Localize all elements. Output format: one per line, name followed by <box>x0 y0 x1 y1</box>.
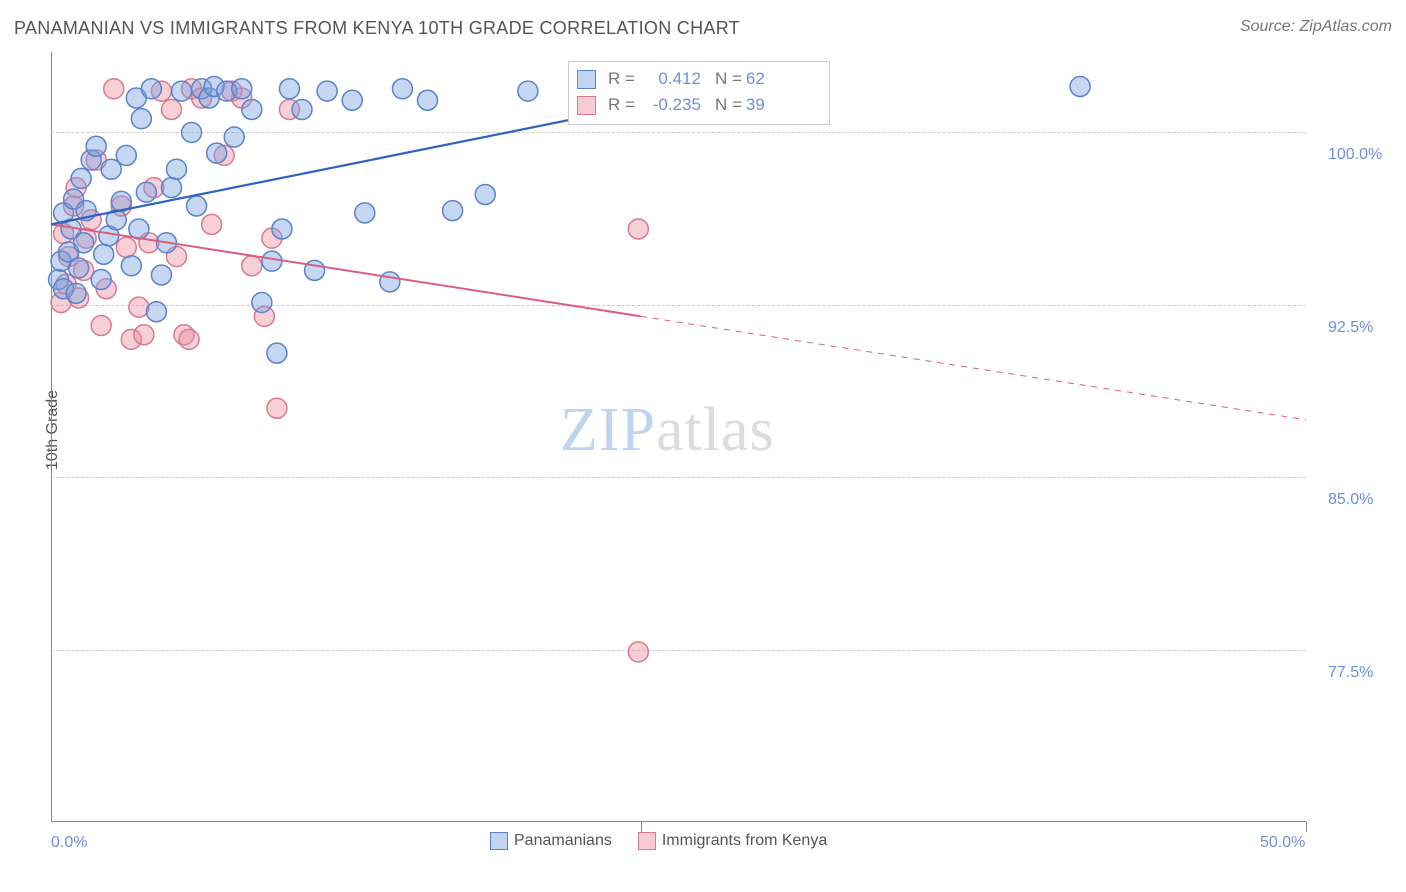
data-point <box>182 122 202 142</box>
data-point <box>131 109 151 129</box>
data-point <box>161 178 181 198</box>
data-point <box>267 343 287 363</box>
data-point <box>91 316 111 336</box>
data-point <box>267 398 287 418</box>
bottom-legend: Panamanians Immigrants from Kenya <box>490 832 827 850</box>
trend-line <box>641 316 1306 419</box>
data-point <box>252 293 272 313</box>
data-point <box>179 329 199 349</box>
x-tick-mark <box>1306 822 1307 832</box>
y-tick-label: 100.0% <box>1328 146 1382 164</box>
data-point <box>202 214 222 234</box>
data-point <box>380 272 400 292</box>
data-point <box>167 159 187 179</box>
data-point <box>187 196 207 216</box>
x-tick-label: 0.0% <box>51 834 87 852</box>
scatter-plot <box>51 52 1306 822</box>
stats-row-a: R = 0.412 N = 62 <box>577 66 821 92</box>
data-point <box>1070 76 1090 96</box>
chart-source: Source: ZipAtlas.com <box>1240 18 1392 36</box>
data-point <box>262 251 282 271</box>
r-value-a: 0.412 <box>639 69 701 89</box>
data-point <box>94 244 114 264</box>
y-tick-label: 85.0% <box>1328 491 1373 509</box>
data-point <box>317 81 337 101</box>
legend-item-a: Panamanians <box>490 832 612 850</box>
data-point <box>141 79 161 99</box>
data-point <box>129 297 149 317</box>
data-point <box>292 99 312 119</box>
data-point <box>207 143 227 163</box>
data-point <box>136 182 156 202</box>
r-value-b: -0.235 <box>639 95 701 115</box>
stats-row-b: R = -0.235 N = 39 <box>577 92 821 118</box>
data-point <box>116 237 136 257</box>
data-point <box>66 283 86 303</box>
x-tick-label: 50.0% <box>1260 834 1305 852</box>
swatch-blue-icon <box>490 832 508 850</box>
data-point <box>242 99 262 119</box>
data-point <box>104 79 124 99</box>
y-tick-label: 77.5% <box>1328 664 1373 682</box>
data-point <box>232 79 252 99</box>
data-point <box>418 90 438 110</box>
data-point <box>342 90 362 110</box>
data-point <box>134 325 154 345</box>
data-point <box>518 81 538 101</box>
stats-legend-box: R = 0.412 N = 62 R = -0.235 N = 39 <box>568 61 830 125</box>
data-point <box>121 256 141 276</box>
x-tick-mark <box>641 822 642 832</box>
data-point <box>475 185 495 205</box>
source-name: ZipAtlas.com <box>1300 18 1392 35</box>
data-point <box>355 203 375 223</box>
data-point <box>116 145 136 165</box>
data-point <box>305 260 325 280</box>
data-point <box>279 79 299 99</box>
data-point <box>161 99 181 119</box>
data-point <box>86 136 106 156</box>
swatch-blue-icon <box>577 70 596 89</box>
data-point <box>224 127 244 147</box>
data-point <box>71 168 91 188</box>
data-point <box>69 258 89 278</box>
data-point <box>172 81 192 101</box>
data-point <box>151 265 171 285</box>
data-point <box>628 219 648 239</box>
data-point <box>91 270 111 290</box>
legend-item-b: Immigrants from Kenya <box>638 832 827 850</box>
data-point <box>146 302 166 322</box>
n-value-a: 62 <box>746 69 765 89</box>
y-tick-label: 92.5% <box>1328 319 1373 337</box>
chart-title: PANAMANIAN VS IMMIGRANTS FROM KENYA 10TH… <box>14 18 740 38</box>
data-point <box>272 219 292 239</box>
data-point <box>392 79 412 99</box>
swatch-pink-icon <box>577 96 596 115</box>
n-value-b: 39 <box>746 95 765 115</box>
data-point <box>443 201 463 221</box>
data-point <box>242 256 262 276</box>
data-point <box>628 642 648 662</box>
swatch-pink-icon <box>638 832 656 850</box>
data-point <box>74 233 94 253</box>
